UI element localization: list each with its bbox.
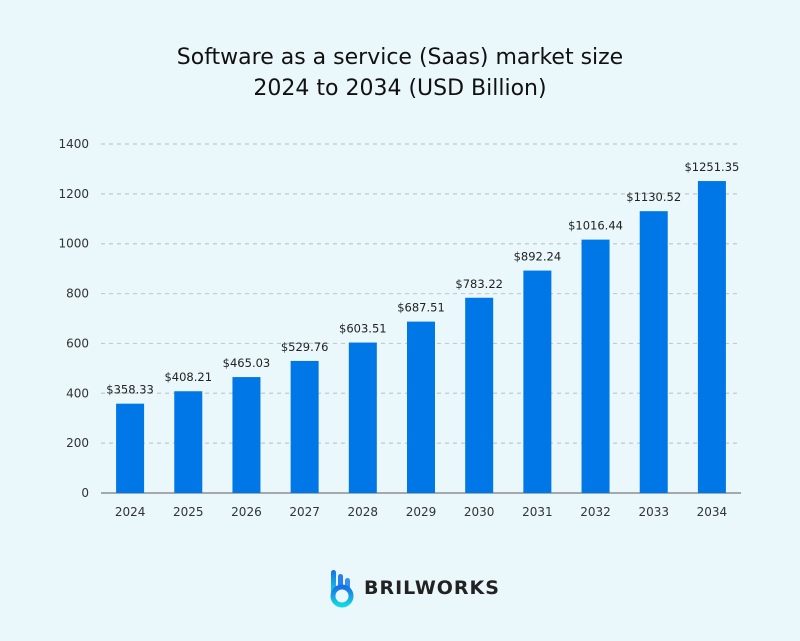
brand-name: BRILWORKS: [364, 577, 500, 599]
bar-2026: [232, 377, 261, 493]
data-label-2031: $892.24: [514, 250, 562, 264]
data-label-2025: $408.21: [164, 370, 212, 384]
y-tick-label: 1400: [58, 137, 89, 151]
y-tick-label: 200: [66, 436, 89, 450]
x-tick-label: 2032: [580, 505, 611, 519]
x-tick-label: 2026: [231, 505, 262, 519]
x-tick-label: 2029: [406, 505, 437, 519]
x-tick-label: 2025: [173, 505, 204, 519]
data-label-2029: $687.51: [397, 301, 445, 315]
x-tick-label: 2030: [464, 505, 495, 519]
x-tick-label: 2028: [348, 505, 379, 519]
y-tick-label: 800: [66, 287, 89, 301]
data-label-2028: $603.51: [339, 322, 387, 336]
bar-2029: [407, 321, 435, 493]
x-tick-label: 2033: [638, 505, 669, 519]
bar-2027: [290, 360, 319, 493]
x-tick-label: 2027: [289, 505, 320, 519]
bar-2024: [116, 403, 145, 493]
y-tick-label: 600: [66, 336, 89, 350]
chart-title-line-1: Software as a service (Saas) market size: [176, 45, 624, 70]
bar-2031: [523, 270, 552, 493]
x-tick-label: 2024: [115, 505, 146, 519]
data-label-2033: $1130.52: [626, 190, 681, 204]
brilworks-logo-icon: [330, 570, 354, 608]
bar-2028: [348, 342, 377, 493]
y-tick-label: 0: [81, 486, 89, 500]
brand-logo: BRILWORKS: [330, 568, 500, 608]
y-tick-label: 1200: [58, 187, 89, 201]
data-label-2032: $1016.44: [568, 219, 623, 233]
bar-2033: [639, 211, 668, 493]
bar-2034: [697, 181, 726, 493]
y-tick-label: 400: [66, 386, 89, 400]
chart-title-line-2: 2024 to 2034 (USD Billion): [253, 76, 547, 101]
x-tick-label: 2034: [697, 505, 728, 519]
chart-title: Software as a service (Saas) market size…: [0, 42, 800, 104]
y-tick-label: 1000: [58, 237, 89, 251]
data-label-2026: $465.03: [223, 356, 271, 370]
data-label-2027: $529.76: [281, 340, 329, 354]
bar-2032: [581, 239, 610, 493]
data-label-2024: $358.33: [106, 383, 154, 397]
bar-2025: [174, 391, 203, 493]
data-label-2030: $783.22: [455, 277, 503, 291]
data-label-2034: $1251.35: [684, 160, 739, 174]
x-tick-label: 2031: [522, 505, 553, 519]
bar-2030: [465, 297, 494, 493]
